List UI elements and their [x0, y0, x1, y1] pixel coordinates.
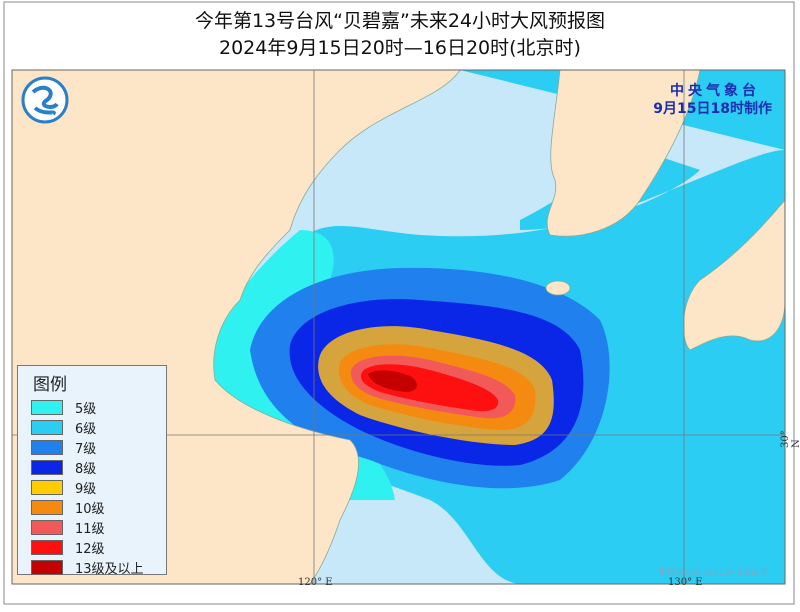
legend-swatch [31, 499, 63, 515]
legend-title: 图例 [33, 375, 67, 395]
legend-swatch [31, 539, 63, 555]
legend-item: 5级 [31, 397, 166, 417]
legend-item: 11级 [31, 517, 166, 537]
cma-logo [21, 76, 69, 124]
agency-name: 中央气象台 [670, 83, 760, 99]
legend-item: 10级 [31, 497, 166, 517]
legend-item: 13级及以上 [31, 557, 166, 577]
map-title: 今年第13号台风“贝碧嘉”未来24小时大风预报图 [194, 10, 606, 32]
legend-item: 6级 [31, 417, 166, 437]
land-korea [546, 70, 701, 237]
map-frame [11, 69, 786, 585]
map-approval-number: 审图号:GS (2019) 3082号 [658, 568, 769, 578]
lat-tick-30: 30° N [780, 430, 800, 448]
lon-tick-120: 120° E [298, 577, 333, 588]
lon-tick-130: 130° E [668, 577, 703, 588]
legend: 图例 5级 6级 7级 8级 9级 10级 11级 12级 13级及以上 [17, 365, 167, 577]
legend-label: 5级 [75, 401, 97, 417]
legend-label: 8级 [75, 461, 97, 477]
legend-swatch [31, 459, 63, 475]
legend-item: 9级 [31, 477, 166, 497]
legend-item: 12级 [31, 537, 166, 557]
legend-swatch [31, 519, 63, 535]
legend-item: 8级 [31, 457, 166, 477]
legend-label: 12级 [75, 541, 105, 557]
legend-label: 10级 [75, 501, 105, 517]
outer-border [3, 1, 795, 605]
legend-label: 11级 [75, 521, 105, 537]
legend-swatch [31, 399, 63, 415]
legend-label: 9级 [75, 481, 97, 497]
legend-swatch [31, 419, 63, 435]
land-jeju [545, 280, 571, 296]
legend-swatch [31, 479, 63, 495]
legend-item: 7级 [31, 437, 166, 457]
issue-time: 9月15日18时制作 [653, 101, 772, 117]
legend-swatch [31, 439, 63, 455]
legend-label: 7级 [75, 441, 97, 457]
legend-label: 13级及以上 [75, 561, 144, 577]
wind-zone-13 [368, 370, 417, 392]
map-subtitle: 2024年9月15日20时—16日20时(北京时) [219, 37, 581, 59]
legend-items: 5级 6级 7级 8级 9级 10级 11级 12级 13级及以上 [18, 397, 166, 577]
land-japan [683, 199, 785, 351]
legend-swatch [31, 559, 63, 575]
legend-label: 6级 [75, 421, 97, 437]
